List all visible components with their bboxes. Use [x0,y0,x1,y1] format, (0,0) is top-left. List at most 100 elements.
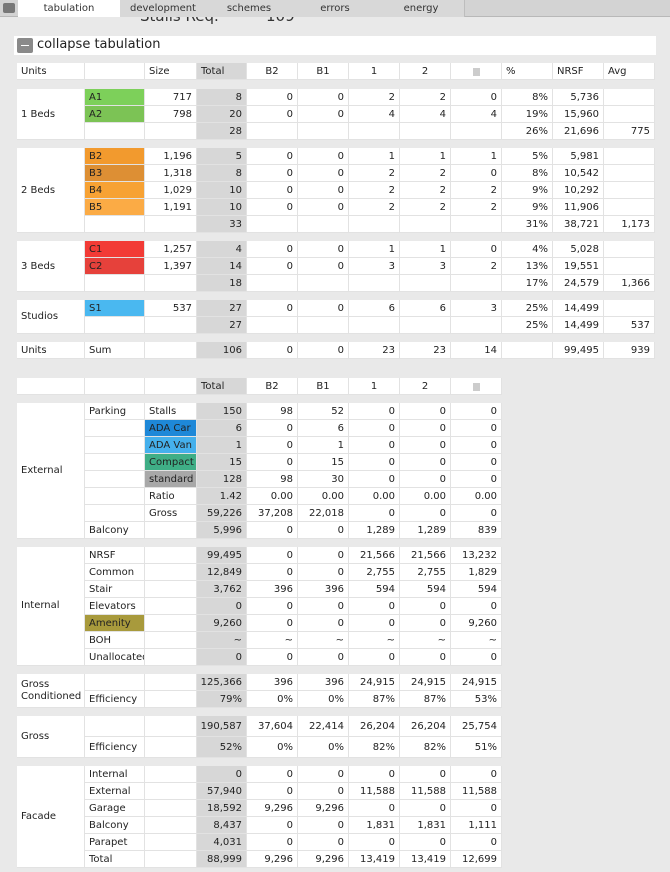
subtotal-nrsf: 21,696 [553,123,604,140]
blank-cell [451,123,502,140]
area-cell: 150 [197,403,247,420]
sum-label: Units [17,342,85,359]
area-cell: 396 [298,674,349,691]
blank-cell [85,488,145,505]
unit-cell: 15,960 [553,106,604,123]
blank-cell [451,216,502,233]
collapse-button[interactable] [17,38,33,53]
column-header: B1 [298,378,349,395]
column-header: Total [197,63,247,80]
unit-cell: 25% [502,300,553,317]
blank-cell [604,148,655,165]
area-cell: 0 [247,420,298,437]
unit-cell: 0 [298,89,349,106]
unit-cell: 1,318 [145,165,197,182]
clipped-value: 109 [266,17,295,25]
menu-button[interactable] [3,3,15,13]
unit-cell: 0 [298,106,349,123]
unit-cell: 1 [349,148,400,165]
area-cell: 15 [197,454,247,471]
unit-cell: 3 [451,300,502,317]
blank-cell [145,674,197,691]
sum-nrsf: 99,495 [553,342,604,359]
arrow-icon[interactable] [473,67,480,76]
area-cell: 594 [400,581,451,598]
area-cell: 0 [349,437,400,454]
area-cell: 0 [451,471,502,488]
area-cell: 0.00 [400,488,451,505]
group-label: External [17,403,85,539]
unit-cell: 0 [298,258,349,275]
unit-cell: 1,191 [145,199,197,216]
subtotal-nrsf: 14,499 [553,317,604,334]
unit-cell: 0 [298,300,349,317]
group-label: Internal [17,547,85,666]
row-name: Stalls [145,403,197,420]
blank-cell [145,123,197,140]
blank-cell [145,598,197,615]
unit-cell: 2 [400,199,451,216]
group-label: 3 Beds [17,241,85,292]
unit-cell: 8 [197,165,247,182]
row-category: Efficiency [85,691,145,708]
area-cell: 24,915 [400,674,451,691]
blank-cell [604,199,655,216]
area-cell: 128 [197,471,247,488]
unit-cell: 2 [400,165,451,182]
area-cell: 52% [197,737,247,758]
unit-cell: 27 [197,300,247,317]
unit-type: B5 [85,199,145,216]
area-cell: 37,604 [247,716,298,737]
tab[interactable]: schemes [206,0,293,17]
area-cell: 0 [247,615,298,632]
unit-type: A2 [85,106,145,123]
unit-cell: 1 [400,241,451,258]
unit-cell: 8% [502,165,553,182]
group-label: Gross [17,716,85,758]
area-cell: 0 [349,420,400,437]
blank-cell [85,437,145,454]
row-category: Unallocated [85,649,145,666]
column-header: Avg [604,63,655,80]
tab[interactable]: tabulation [18,0,121,17]
clipped-label: Stalls Req. [140,17,219,25]
arrow-icon[interactable] [473,382,480,391]
area-cell: 0 [451,766,502,783]
blank-cell [85,471,145,488]
tab[interactable]: errors [292,0,379,17]
blank-cell [604,165,655,182]
area-cell: 57,940 [197,783,247,800]
area-cell: 8,437 [197,817,247,834]
column-header: Size [145,63,197,80]
area-cell: 190,587 [197,716,247,737]
area-cell: 3,762 [197,581,247,598]
unit-cell: 4 [400,106,451,123]
area-cell: 0 [451,649,502,666]
subtotal-percent: 25% [502,317,553,334]
area-cell: 0 [451,454,502,471]
area-cell: 2,755 [400,564,451,581]
unit-cell: 4 [451,106,502,123]
sum-cell: 0 [247,342,298,359]
area-cell: 25,754 [451,716,502,737]
unit-cell: 0 [247,241,298,258]
area-cell: 0 [349,598,400,615]
area-cell: 0.00 [247,488,298,505]
tab[interactable]: development [120,0,207,17]
unit-cell: 10 [197,182,247,199]
tab[interactable]: energy [378,0,465,17]
sum-cell: 106 [197,342,247,359]
blank-cell [145,834,197,851]
area-cell: 1,829 [451,564,502,581]
row-category: Common [85,564,145,581]
column-header: B2 [247,63,298,80]
area-cell: 0 [349,834,400,851]
area-cell: 1,289 [349,522,400,539]
area-cell: 82% [400,737,451,758]
area-cell: 0 [451,834,502,851]
blank-cell [604,300,655,317]
column-header: % [502,63,553,80]
unit-cell: 537 [145,300,197,317]
unit-type: C1 [85,241,145,258]
area-cell: 0 [247,454,298,471]
